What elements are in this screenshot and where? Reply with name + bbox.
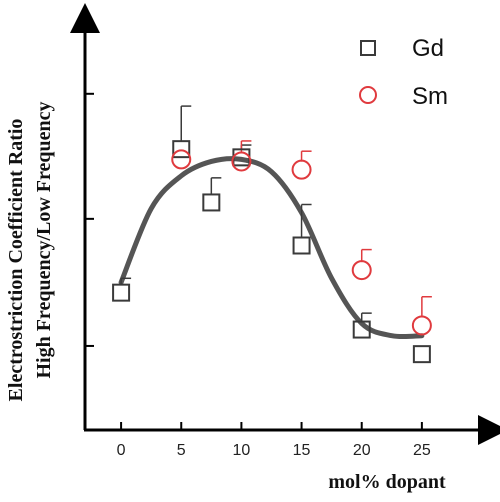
y-ticks-group [85, 92, 94, 347]
x-tick-label-2: 10 [233, 442, 251, 459]
point-sm-1 [231, 151, 252, 172]
point-gd-1 [172, 140, 191, 159]
point-sm-2 [291, 159, 312, 180]
legend-label-sm: Sm [412, 83, 448, 110]
x-ticks-group: 0 5 10 15 20 25 [117, 422, 431, 459]
data-points-group [112, 140, 432, 364]
point-gd-5 [352, 320, 371, 339]
fit-curve [118, 156, 425, 340]
point-gd-0 [112, 283, 131, 302]
x-tick-label-4: 20 [353, 442, 371, 459]
x-tick-label-5: 25 [413, 442, 431, 459]
point-gd-4 [292, 236, 311, 255]
legend: Gd Sm [359, 35, 448, 110]
point-sm-3 [351, 260, 372, 281]
point-gd-6 [412, 345, 431, 364]
legend-label-gd: Gd [412, 35, 444, 62]
legend-marker-sm [359, 86, 377, 104]
x-tick-label-1: 5 [177, 442, 186, 459]
y-axis-label-line-2: High Frequency/Low Frequency [33, 101, 55, 378]
x-tick-label-3: 15 [293, 442, 311, 459]
x-axis-label: mol% dopant [328, 471, 446, 493]
y-axis-label-line-1: Electrostriction Coefficient Ratio [5, 119, 27, 402]
legend-marker-gd [360, 40, 376, 56]
point-gd-2 [202, 193, 221, 212]
point-sm-0 [171, 149, 192, 170]
error-bars-group [120, 105, 432, 322]
fit-curve-group [118, 156, 425, 340]
point-sm-4 [411, 315, 432, 336]
x-tick-label-0: 0 [117, 442, 126, 459]
